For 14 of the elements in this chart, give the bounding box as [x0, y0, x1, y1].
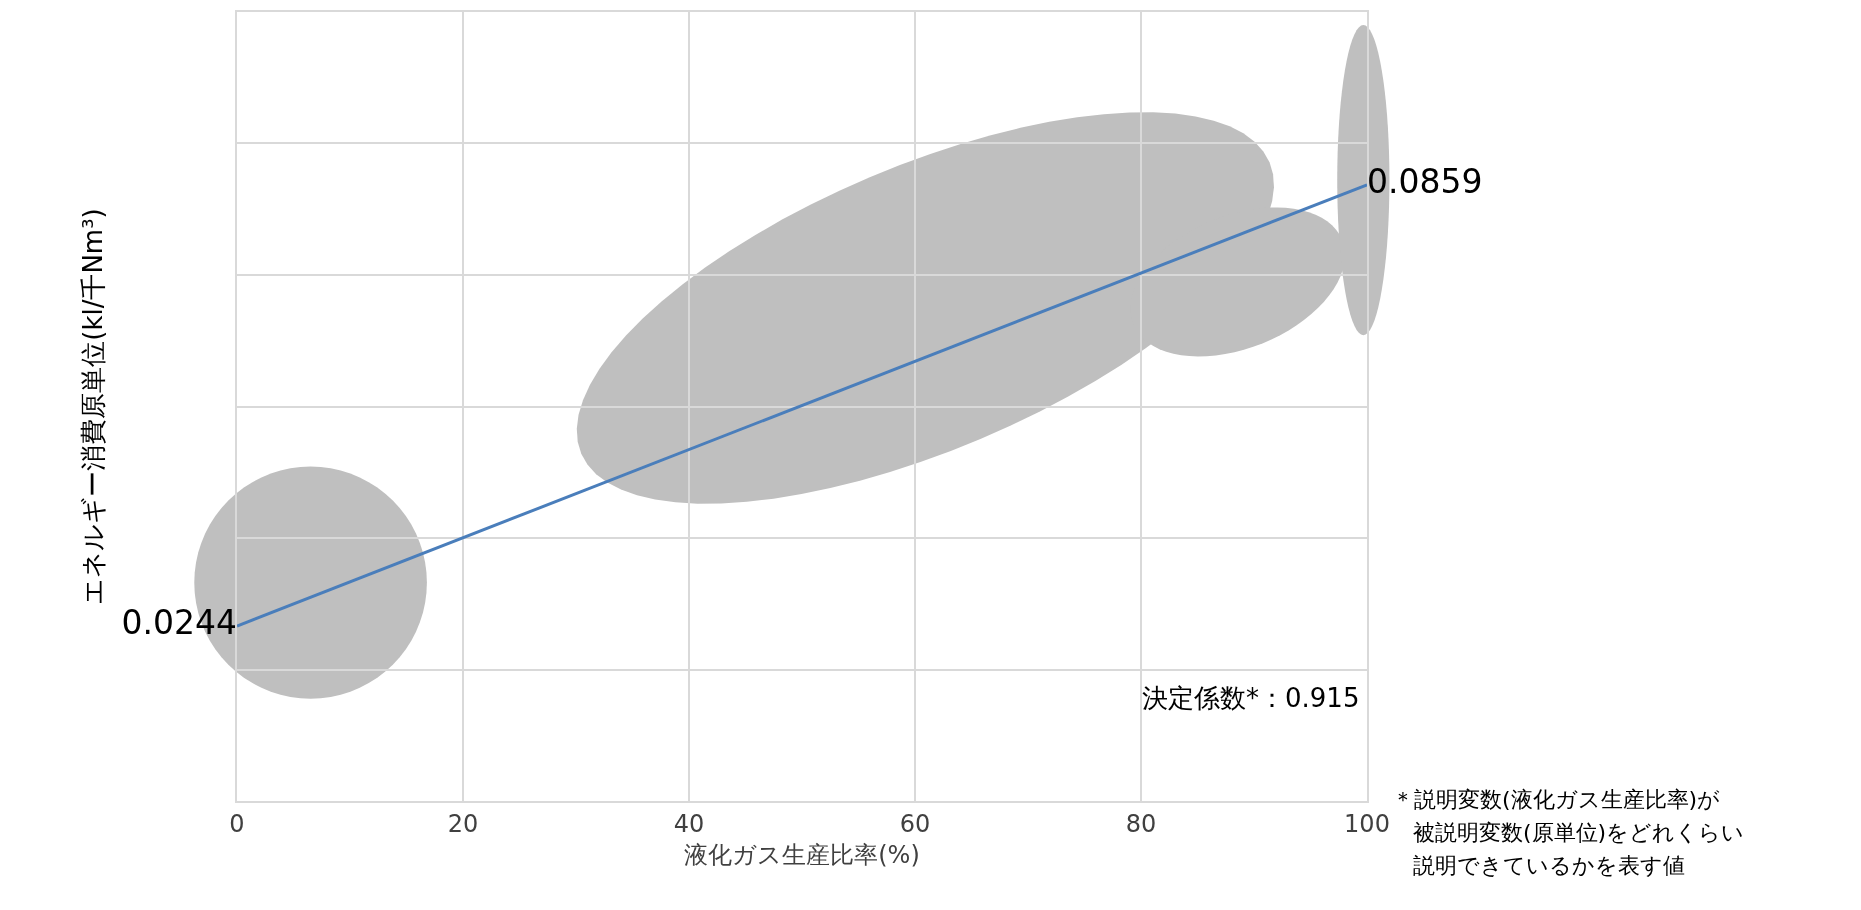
data-label: 0.0859 — [1367, 162, 1483, 202]
annotation: 決定係数*：0.915 — [1142, 683, 1360, 713]
x-tick-label: 100 — [1344, 809, 1390, 838]
text: 被説明変数(原単位)をどれくらい — [1413, 820, 1745, 845]
y-axis-title: エネルギー消費原単位(kl/千Nm³) — [78, 208, 109, 605]
x-tick-label: 40 — [673, 809, 705, 838]
text: ＊説明変数(液化ガス生産比率)が — [1392, 787, 1721, 812]
text: 説明できているかを表す値 — [1413, 853, 1685, 878]
x-tick-label: 80 — [1125, 809, 1157, 838]
x-tick-label: 0 — [229, 809, 245, 838]
x-axis-title: 液化ガス生産比率(%) — [684, 841, 920, 870]
x-tick-label: 20 — [447, 809, 479, 838]
data-label: 0.0244 — [121, 603, 237, 643]
x-tick-label: 60 — [899, 809, 931, 838]
